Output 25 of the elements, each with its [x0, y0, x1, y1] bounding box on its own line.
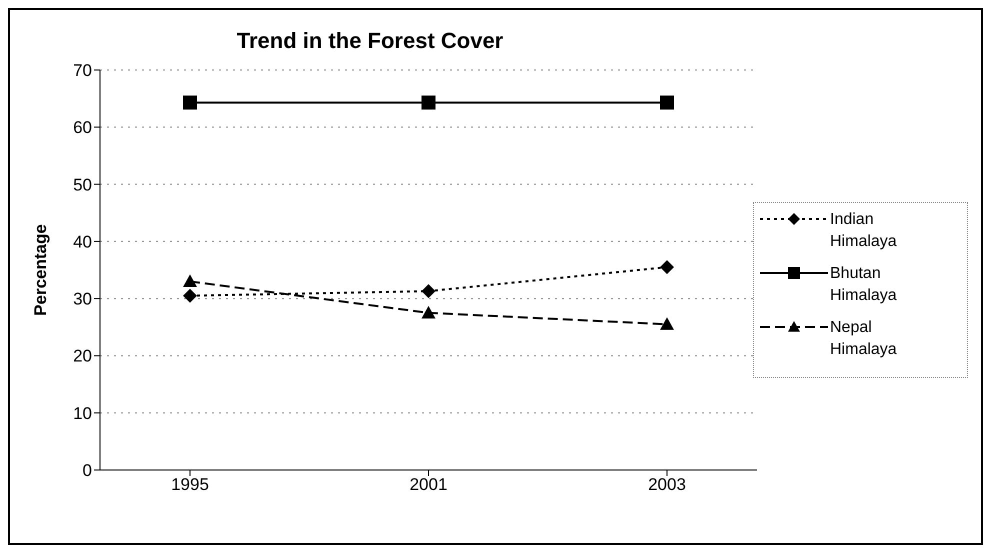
x-tick-label: 2001: [410, 475, 448, 494]
legend-label: Bhutan Himalaya: [830, 264, 898, 306]
y-axis-title: Percentage: [31, 224, 50, 316]
y-tick-label: 70: [73, 61, 92, 80]
y-tick-label: 40: [73, 232, 92, 252]
y-tick-label: 20: [73, 346, 92, 366]
y-tick-label: 10: [73, 404, 92, 423]
y-tick-label: 50: [73, 175, 92, 194]
point: [422, 306, 436, 318]
chart-title: Trend in the Forest Cover: [236, 28, 504, 54]
y-tick-label: 0: [82, 461, 92, 480]
y-tick-label: 30: [73, 290, 92, 309]
point: [183, 288, 197, 303]
point: [660, 317, 674, 330]
y-tick-label: 60: [73, 118, 92, 138]
x-tick-label: 1995: [171, 475, 209, 494]
point: [183, 274, 197, 288]
point: [422, 284, 436, 298]
point: [183, 96, 197, 110]
legend-label: Nepal Himalaya: [830, 318, 898, 360]
x-tick-label: 2003: [648, 475, 686, 494]
point: [660, 260, 674, 274]
legend-label: Indian Himalaya: [830, 210, 898, 252]
point: [422, 96, 436, 110]
point: [660, 96, 674, 110]
